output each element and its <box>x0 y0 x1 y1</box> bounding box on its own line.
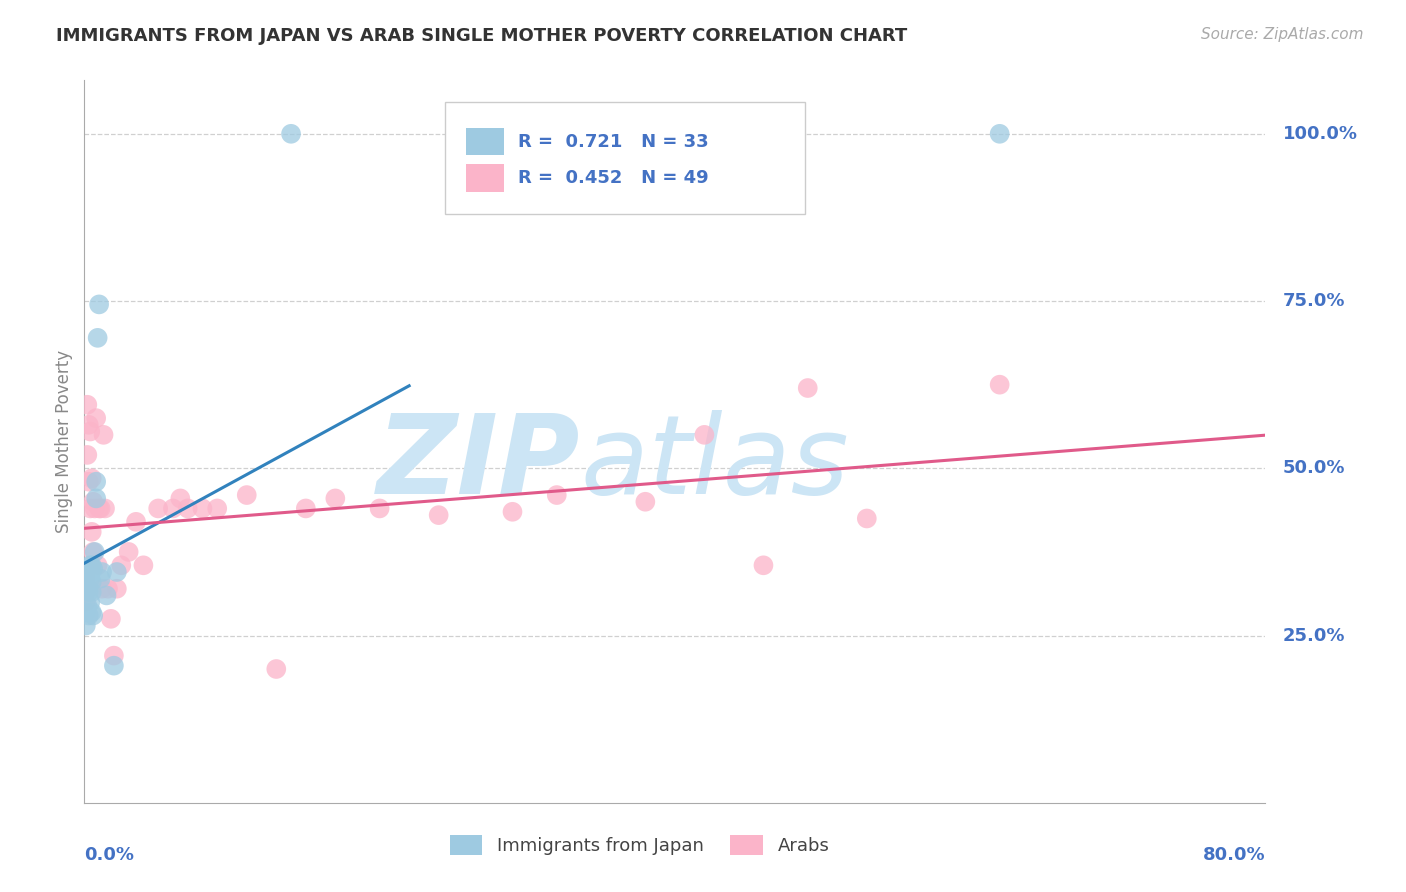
Point <box>693 427 716 442</box>
Point <box>752 558 775 573</box>
Point <box>87 297 111 311</box>
Point <box>82 545 104 559</box>
Text: 25.0%: 25.0% <box>1284 626 1346 645</box>
Point <box>77 565 100 579</box>
Point <box>75 605 97 619</box>
Point <box>427 508 450 523</box>
Point <box>76 448 98 462</box>
Point <box>91 582 114 596</box>
Point <box>80 471 103 485</box>
Point <box>80 558 103 573</box>
Point <box>162 501 184 516</box>
Text: R =  0.721   N = 33: R = 0.721 N = 33 <box>517 133 709 151</box>
Text: IMMIGRANTS FROM JAPAN VS ARAB SINGLE MOTHER POVERTY CORRELATION CHART: IMMIGRANTS FROM JAPAN VS ARAB SINGLE MOT… <box>56 27 907 45</box>
Point <box>79 572 101 586</box>
Point <box>79 558 101 573</box>
Point <box>86 331 108 345</box>
Text: 0.0%: 0.0% <box>84 847 135 864</box>
Point <box>76 582 98 596</box>
Point <box>79 565 101 579</box>
Legend: Immigrants from Japan, Arabs: Immigrants from Japan, Arabs <box>450 835 830 855</box>
FancyBboxPatch shape <box>465 164 503 192</box>
Point <box>77 608 100 623</box>
Point <box>82 562 104 576</box>
Point <box>75 572 97 586</box>
Point <box>501 505 523 519</box>
Point <box>90 572 112 586</box>
Point <box>76 565 98 579</box>
Point <box>266 662 288 676</box>
Point <box>96 589 118 603</box>
FancyBboxPatch shape <box>465 128 503 155</box>
Point <box>76 398 98 412</box>
Point <box>75 595 97 609</box>
Point <box>77 582 100 596</box>
Point <box>105 565 128 579</box>
Point <box>191 501 214 516</box>
Point <box>82 608 104 623</box>
Text: R =  0.452   N = 49: R = 0.452 N = 49 <box>517 169 709 186</box>
Point <box>79 425 101 439</box>
Point <box>988 377 1011 392</box>
FancyBboxPatch shape <box>444 102 804 214</box>
Point <box>87 501 111 516</box>
Point <box>105 582 128 596</box>
Point <box>177 501 200 516</box>
Point <box>546 488 568 502</box>
Point <box>80 585 103 599</box>
Text: 80.0%: 80.0% <box>1202 847 1265 864</box>
Point <box>83 545 105 559</box>
Point <box>86 558 108 573</box>
Point <box>77 475 100 489</box>
Point <box>79 501 101 516</box>
Point <box>84 411 107 425</box>
Point <box>856 511 879 525</box>
Text: 100.0%: 100.0% <box>1284 125 1358 143</box>
Point <box>80 575 103 590</box>
Point <box>82 494 104 508</box>
Point <box>75 585 97 599</box>
Point <box>80 524 103 539</box>
Point <box>84 491 107 506</box>
Point <box>90 501 112 516</box>
Point <box>77 417 100 432</box>
Text: ZIP: ZIP <box>377 409 581 516</box>
Point <box>103 658 125 673</box>
Point <box>75 618 97 632</box>
Point <box>280 127 302 141</box>
Point <box>84 475 107 489</box>
Point <box>93 427 115 442</box>
Point <box>634 494 657 508</box>
Point <box>325 491 347 506</box>
Y-axis label: Single Mother Poverty: Single Mother Poverty <box>55 350 73 533</box>
Text: 75.0%: 75.0% <box>1284 292 1346 310</box>
Point <box>75 572 97 586</box>
Point <box>132 558 155 573</box>
Point <box>236 488 259 502</box>
Point <box>295 501 318 516</box>
Point <box>100 612 122 626</box>
Point <box>118 545 141 559</box>
Point <box>988 127 1011 141</box>
Point <box>91 565 114 579</box>
Text: 50.0%: 50.0% <box>1284 459 1346 477</box>
Point <box>83 501 105 516</box>
Point <box>76 599 98 613</box>
Point <box>80 605 103 619</box>
Point <box>75 582 97 596</box>
Point <box>368 501 391 516</box>
Point <box>797 381 820 395</box>
Point <box>169 491 191 506</box>
Point <box>110 558 132 573</box>
Point <box>103 648 125 663</box>
Point <box>77 585 100 599</box>
Text: Source: ZipAtlas.com: Source: ZipAtlas.com <box>1201 27 1364 42</box>
Point <box>207 501 229 516</box>
Point <box>94 501 117 516</box>
Point <box>125 515 148 529</box>
Text: atlas: atlas <box>581 409 849 516</box>
Point <box>97 582 120 596</box>
Point <box>79 595 101 609</box>
Point <box>148 501 170 516</box>
